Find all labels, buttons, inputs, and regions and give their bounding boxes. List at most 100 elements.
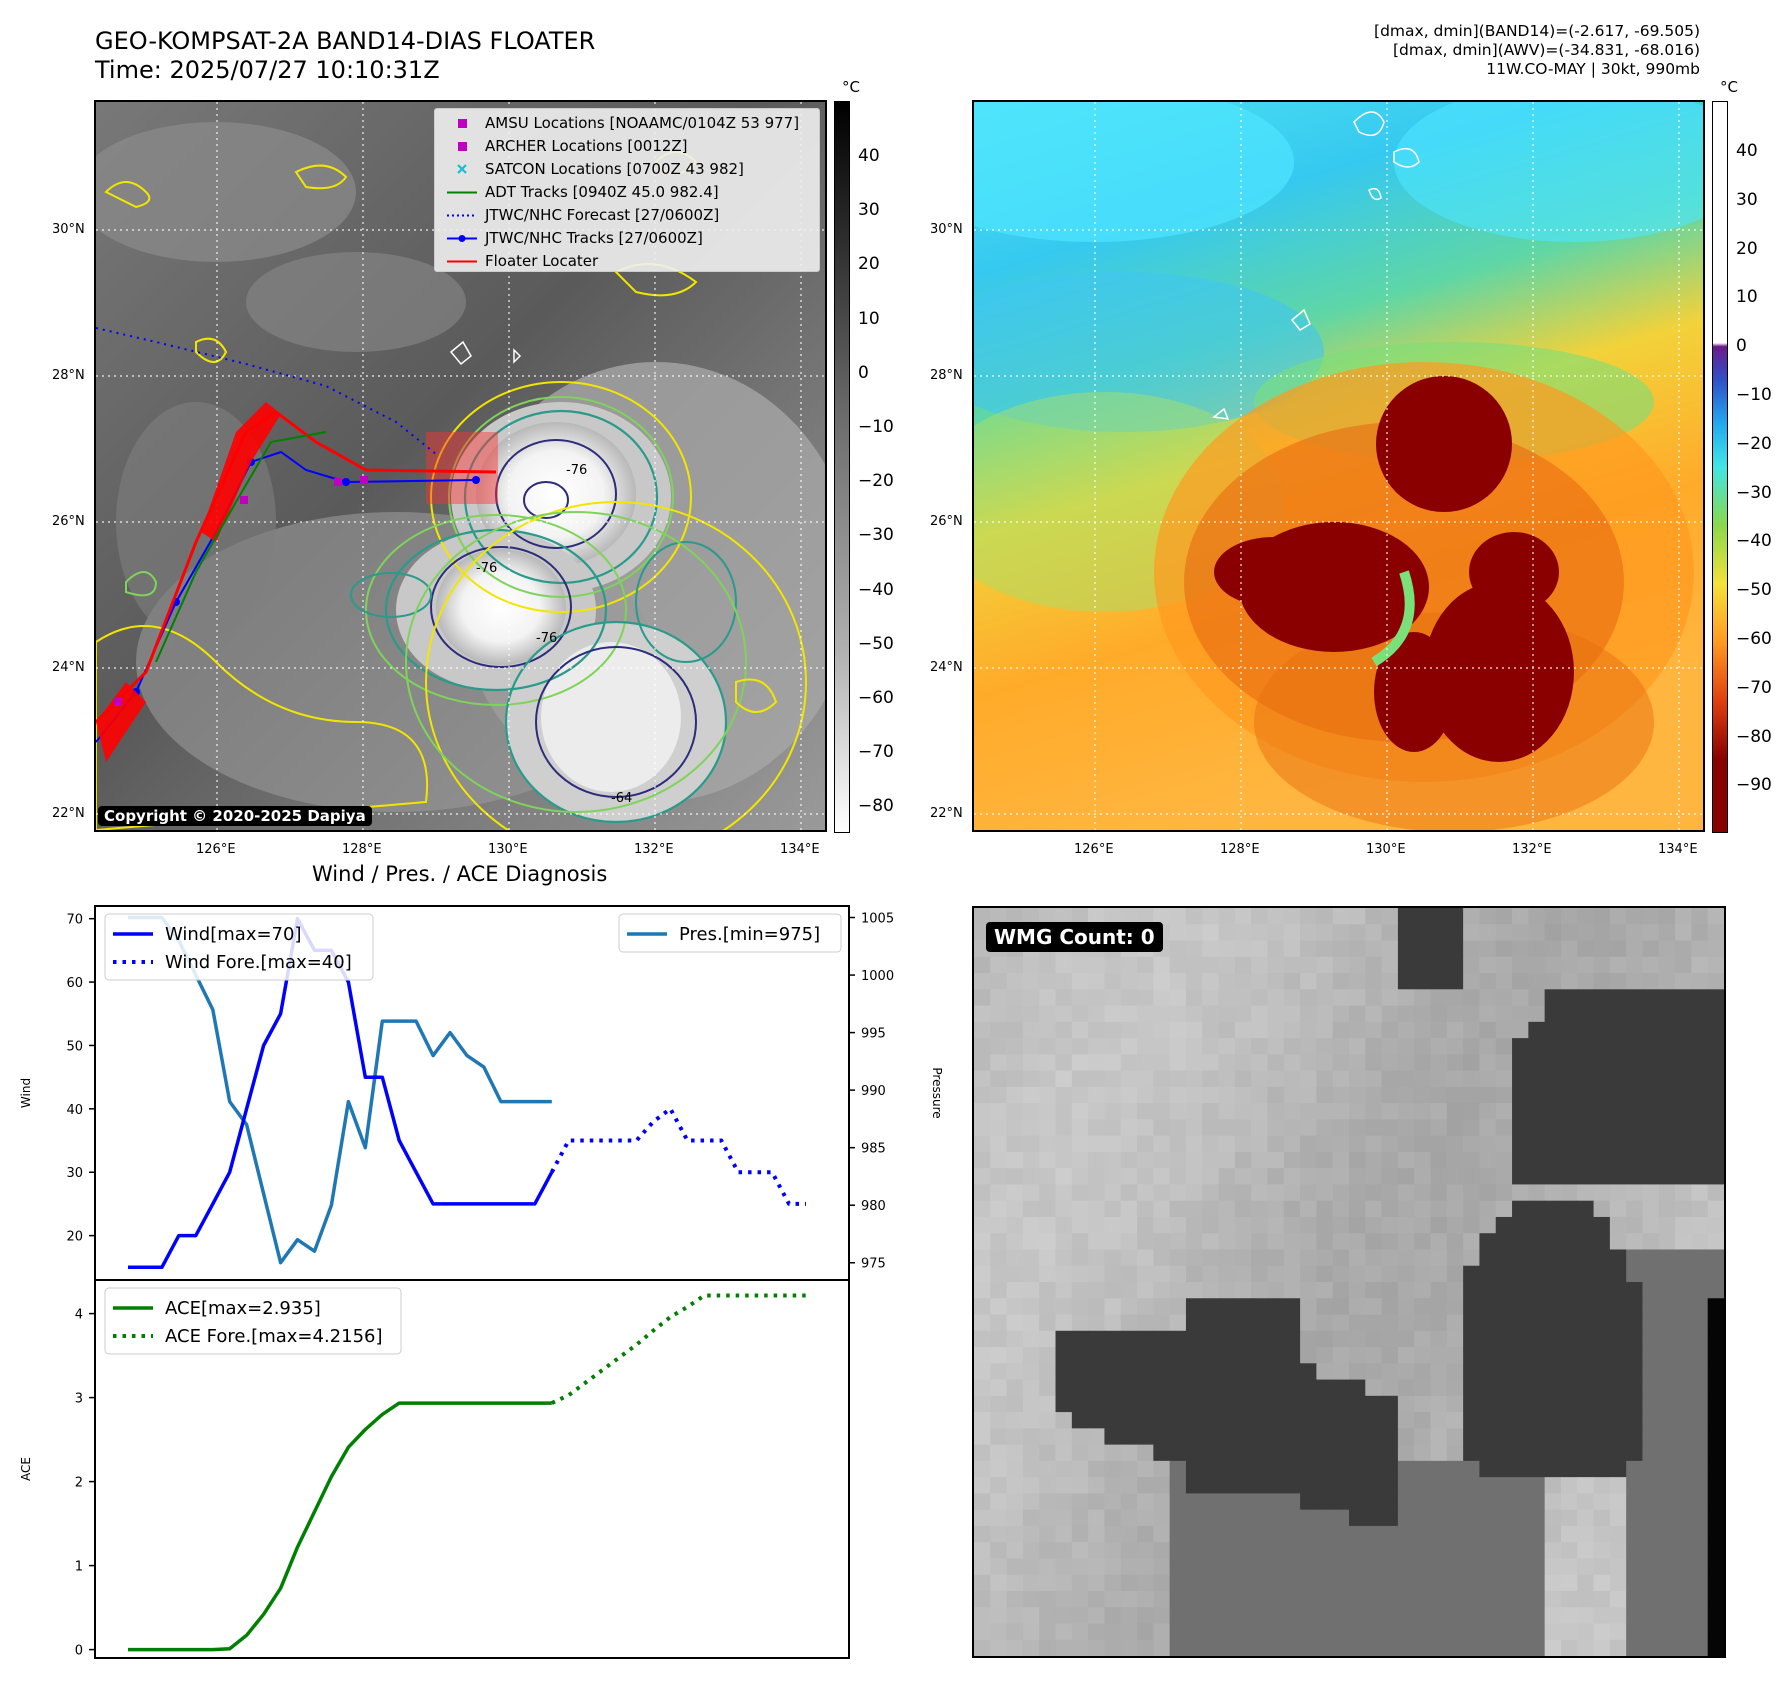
- colorbar-tick-label: −50: [858, 633, 894, 654]
- stats-band14: [dmax, dmin](BAND14)=(-2.617, -69.505): [1374, 22, 1700, 40]
- diagnosis-title: Wind / Pres. / ACE Diagnosis: [312, 862, 608, 886]
- legend-marker: [445, 181, 479, 204]
- legend-marker: [445, 204, 479, 227]
- wind-axis-label: Wind: [19, 1078, 33, 1108]
- lon-label: 132°E: [634, 842, 674, 857]
- legend-entry: ARCHER Locations [0012Z]: [435, 135, 819, 158]
- colorbar-tick-label: 40: [858, 146, 880, 166]
- ace-tick-label: 4: [75, 1308, 83, 1323]
- colorbar-tick-label: 30: [1736, 189, 1758, 210]
- legend-entry: ADT Tracks [0940Z 45.0 982.4]: [435, 181, 819, 204]
- wind-tick-label: 70: [66, 913, 83, 928]
- colorbar-tick-label: −60: [858, 688, 894, 708]
- lon-label: 126°E: [196, 842, 236, 857]
- ace-legend: [104, 1287, 402, 1355]
- lat-label: 22°N: [930, 806, 963, 821]
- colorbar-tick-label: −80: [1736, 726, 1772, 747]
- legend-label: ACE[max=2.935]: [165, 1298, 321, 1319]
- lat-label: 30°N: [930, 222, 963, 237]
- colorbar-tick-label: −10: [858, 417, 894, 437]
- legend-entry: Floater Locater: [435, 250, 819, 273]
- lon-label: 130°E: [1366, 842, 1406, 857]
- wind-tick-label: 40: [66, 1103, 83, 1118]
- copyright-badge: Copyright © 2020-2025 Dapiya: [98, 806, 372, 826]
- legend-label: JTWC/NHC Tracks [27/0600Z]: [485, 229, 703, 247]
- lat-label: 30°N: [52, 222, 85, 237]
- pressure-tick-label: 1000: [861, 969, 894, 984]
- legend-entry: SATCON Locations [0700Z 43 982]: [435, 158, 819, 181]
- colorbar-tick-label: −70: [1736, 677, 1772, 698]
- ace-tick-label: 3: [75, 1392, 83, 1407]
- colorbar-tick-label: −80: [858, 796, 894, 817]
- colorbar-tick-label: −40: [858, 579, 894, 600]
- colorbar-tick-label: 20: [858, 254, 880, 275]
- pressure-tick-label: 990: [861, 1084, 886, 1099]
- figure-title-line1: GEO-KOMPSAT-2A BAND14-DIAS FLOATER: [95, 27, 596, 55]
- wind-legend: [104, 913, 374, 981]
- ir-satellite-map: -76 -76 -76 -64 AMSU Locations [NOAAMC/0…: [94, 100, 827, 832]
- wind-tick-label: 30: [66, 1166, 83, 1181]
- pressure-axis-label: Pressure: [930, 1067, 944, 1118]
- lat-label: 28°N: [930, 368, 963, 383]
- stats-info: [dmax, dmin](BAND14)=(-2.617, -69.505) […: [1374, 22, 1700, 79]
- pressure-tick-label: 975: [861, 1257, 886, 1272]
- ir-map-legend: AMSU Locations [NOAAMC/0104Z 53 977] ARCH…: [434, 108, 820, 272]
- lon-label: 134°E: [780, 842, 820, 857]
- legend-marker: [445, 135, 479, 158]
- lat-label: 22°N: [52, 806, 85, 821]
- wv-satellite-map: [972, 100, 1705, 832]
- lat-label: 24°N: [930, 660, 963, 675]
- colorbar-tick-label: 10: [858, 308, 880, 329]
- lon-label: 128°E: [342, 842, 382, 857]
- lon-label: 134°E: [1658, 842, 1698, 857]
- amsu-archer-points: [114, 476, 368, 706]
- colorbar-tick-label: −70: [858, 742, 894, 763]
- pressure-legend: [618, 913, 842, 953]
- lat-label: 26°N: [930, 514, 963, 529]
- legend-entry: AMSU Locations [NOAAMC/0104Z 53 977]: [435, 112, 819, 135]
- wmg-image: [974, 908, 1724, 1656]
- wmg-grid-map: WMG Count: 0: [972, 906, 1726, 1658]
- lat-label: 28°N: [52, 368, 85, 383]
- contour-label: -64: [611, 791, 632, 806]
- pressure-series-line: [128, 915, 552, 1265]
- colorbar-tick-label: −60: [1736, 629, 1772, 649]
- wind-tick-label: 20: [66, 1230, 83, 1245]
- lon-label: 128°E: [1220, 842, 1260, 857]
- legend-label: Wind[max=70]: [165, 924, 302, 945]
- colorbar-tick-label: 30: [858, 200, 880, 221]
- colorbar-tick-label: 20: [1736, 238, 1758, 259]
- ace-forecast-series-line: [550, 1293, 806, 1405]
- legend-marker: [445, 227, 479, 250]
- lon-label: 126°E: [1074, 842, 1114, 857]
- colorbar-tick-label: 0: [858, 362, 869, 383]
- colorbar-tick-label: −30: [858, 525, 894, 546]
- legend-label: ACE Fore.[max=4.2156]: [165, 1326, 383, 1347]
- wv-colorbar-unit: °C: [1720, 78, 1738, 96]
- lon-label: 132°E: [1512, 842, 1552, 857]
- legend-marker: [445, 250, 479, 273]
- adt-track: [155, 431, 327, 663]
- legend-entry: JTWC/NHC Tracks [27/0600Z]: [435, 227, 819, 250]
- legend-label: Pres.[min=975]: [679, 924, 820, 945]
- colorbar-tick-label: −30: [1736, 482, 1772, 503]
- wv-colorbar: [1712, 101, 1728, 833]
- wv-map-image: [974, 102, 1703, 830]
- legend-label: ADT Tracks [0940Z 45.0 982.4]: [485, 183, 719, 201]
- legend-label: Wind Fore.[max=40]: [165, 952, 352, 973]
- ir-colorbar-unit: °C: [842, 78, 860, 96]
- contour-label: -76: [536, 631, 557, 646]
- pressure-tick-label: 980: [861, 1199, 886, 1214]
- legend-label: AMSU Locations [NOAAMC/0104Z 53 977]: [485, 114, 800, 132]
- ace-tick-label: 1: [75, 1560, 83, 1575]
- lat-label: 24°N: [52, 660, 85, 675]
- wmg-count-badge: WMG Count: 0: [986, 922, 1163, 952]
- ace-tick-label: 2: [75, 1476, 83, 1491]
- colorbar-tick-label: −40: [1736, 531, 1772, 552]
- colorbar-tick-label: −20: [858, 471, 894, 492]
- legend-marker: [445, 112, 479, 135]
- ace-axis-label: ACE: [19, 1457, 33, 1481]
- legend-marker: [445, 158, 479, 181]
- contour-label: -76: [566, 463, 587, 478]
- legend-label: JTWC/NHC Forecast [27/0600Z]: [485, 206, 720, 224]
